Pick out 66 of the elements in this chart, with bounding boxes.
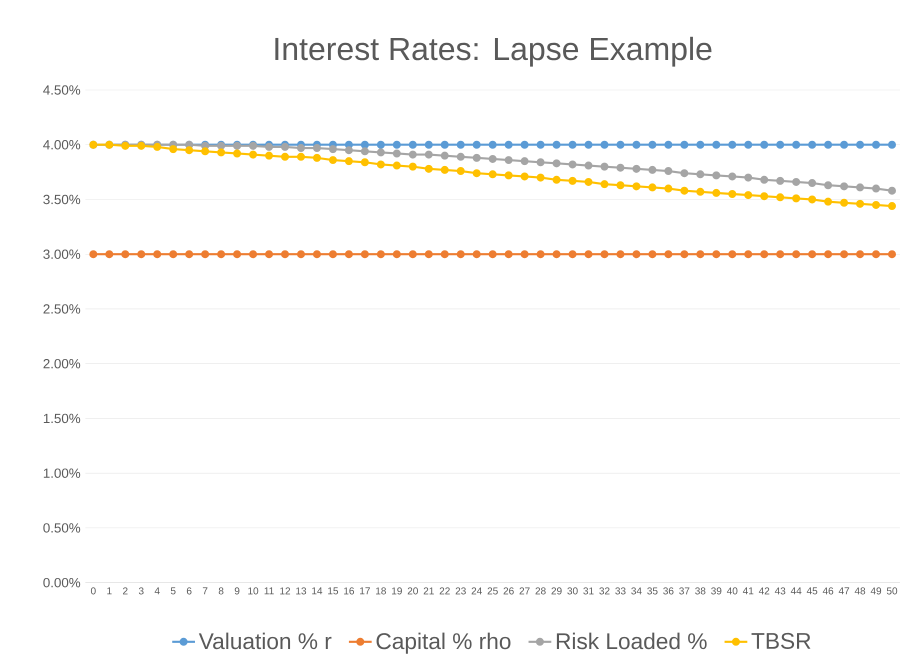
y-tick-label: 0.00%: [43, 578, 80, 588]
x-tick-label: 28: [536, 587, 546, 594]
y-tick-label: 4.50%: [43, 85, 80, 95]
x-tick-label: 50: [886, 587, 898, 594]
x-tick-label: 4: [154, 587, 160, 594]
x-tick-label: 35: [647, 587, 658, 594]
x-tick-label: 42: [758, 587, 770, 594]
x-tick-label: 40: [726, 587, 738, 594]
x-tick-label: 3: [138, 587, 144, 594]
x-tick-label: 16: [344, 587, 354, 594]
legend-label: Capital % rho: [376, 632, 510, 654]
x-tick-label: 8: [218, 587, 224, 594]
x-tick-label: 33: [615, 587, 626, 594]
x-tick-label: 27: [520, 587, 530, 594]
x-tick-label: 0: [90, 587, 96, 594]
x-tick-label: 22: [440, 587, 450, 594]
x-tick-label: 29: [552, 587, 562, 594]
x-tick-label: 5: [170, 587, 176, 594]
x-tick-label: 12: [280, 587, 290, 594]
x-tick-label: 36: [663, 587, 674, 594]
y-tick-label: 2.50%: [43, 304, 80, 314]
x-tick-label: 14: [312, 587, 322, 594]
x-tick-label: 23: [456, 587, 466, 594]
x-tick-label: 17: [360, 587, 370, 594]
x-tick-label: 26: [504, 587, 514, 594]
x-tick-label: 19: [392, 587, 402, 594]
x-tick-label: 31: [583, 587, 594, 594]
x-tick-label: 6: [186, 587, 192, 594]
y-tick-label: 3.50%: [43, 194, 80, 204]
x-tick-label: 44: [790, 587, 802, 594]
x-tick-label: 18: [376, 587, 386, 594]
y-tick-label: 0.50%: [43, 523, 80, 533]
x-tick-label: 24: [472, 587, 482, 594]
x-tick-label: 1: [107, 587, 112, 594]
x-tick-label: 20: [408, 587, 418, 594]
x-tick-label: 7: [202, 587, 208, 594]
x-tick-label: 11: [264, 587, 274, 594]
x-tick-label: 13: [296, 587, 306, 594]
x-tick-label: 48: [854, 587, 866, 594]
y-tick-label: 1.00%: [44, 468, 80, 478]
legend-label: Risk Loaded %: [556, 632, 707, 650]
x-tick-label: 32: [599, 587, 610, 594]
x-tick-label: 37: [679, 587, 690, 594]
legend-label: TBSR: [752, 632, 810, 649]
x-tick-label: 46: [822, 587, 834, 594]
y-tick-label: 2.00%: [43, 358, 80, 368]
x-tick-label: 41: [742, 587, 754, 594]
x-tick-label: 39: [711, 587, 722, 594]
y-tick-label: 3.00%: [43, 250, 80, 259]
x-tick-label: 45: [806, 587, 818, 594]
x-tick-label: 10: [248, 587, 258, 594]
y-tick-label: 4.00%: [43, 140, 80, 150]
legend-label: Valuation % r: [198, 632, 332, 650]
x-tick-label: 43: [774, 587, 786, 594]
x-tick-label: 15: [328, 587, 338, 594]
x-tick-label: 38: [695, 587, 706, 594]
chart-title: Interest Rates: Lapse Example: [275, 36, 712, 67]
x-tick-label: 30: [567, 587, 578, 594]
x-tick-label: 9: [234, 587, 240, 594]
x-tick-label: 21: [424, 587, 434, 594]
x-tick-label: 47: [838, 587, 850, 594]
y-tick-label: 1.50%: [44, 414, 80, 424]
x-tick-label: 49: [870, 587, 882, 594]
x-tick-label: 25: [488, 587, 498, 594]
x-tick-label: 2: [122, 587, 128, 594]
x-tick-label: 34: [631, 587, 642, 594]
